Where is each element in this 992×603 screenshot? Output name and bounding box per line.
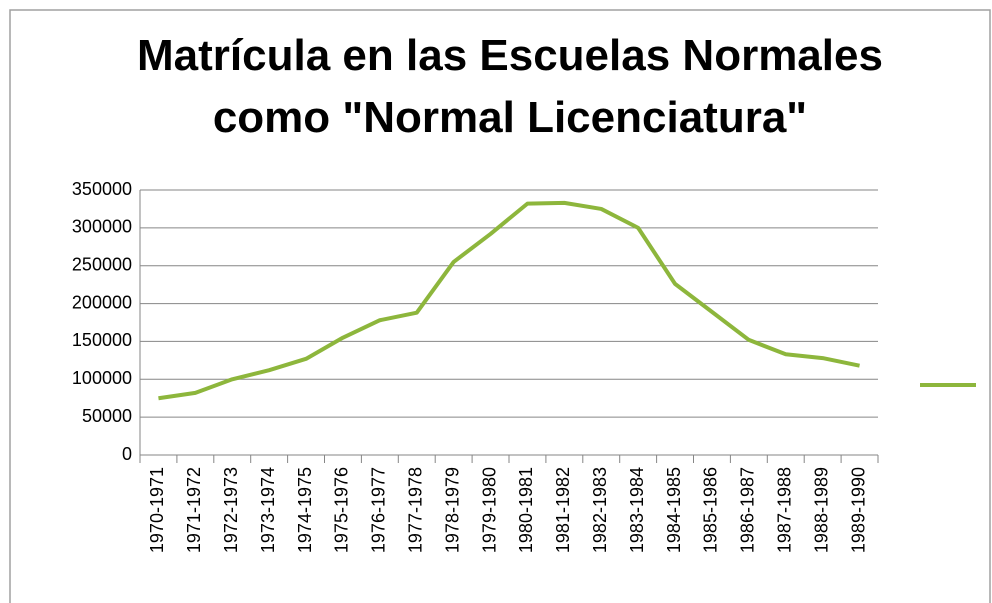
x-tick-label: 1982-1983 — [590, 467, 610, 553]
y-tick-label: 200000 — [72, 292, 132, 312]
y-tick-label: 250000 — [72, 254, 132, 274]
x-tick-label: 1972-1973 — [221, 467, 241, 553]
y-tick-label: 100000 — [72, 368, 132, 388]
x-tick-label: 1983-1984 — [627, 467, 647, 553]
chart-title: Matrícula en las Escuelas Normales — [137, 31, 883, 80]
y-tick-label: 0 — [122, 444, 132, 464]
chart-title: como "Normal Licenciatura" — [213, 93, 807, 142]
x-tick-label: 1973-1974 — [258, 467, 278, 553]
chart-frame — [9, 9, 991, 603]
x-tick-label: 1978-1979 — [442, 467, 462, 553]
x-tick-label: 1979-1980 — [479, 467, 499, 553]
line-series — [158, 200, 860, 401]
x-tick-label: 1974-1975 — [295, 467, 315, 553]
y-tick-label: 350000 — [72, 179, 132, 199]
x-tick-label: 1977-1978 — [406, 467, 426, 553]
x-tick-label: 1971-1972 — [184, 467, 204, 553]
x-tick-label: 1976-1977 — [369, 467, 389, 553]
y-tick-label: 50000 — [82, 406, 132, 426]
x-tick-label: 1970-1971 — [147, 467, 167, 553]
y-tick-label: 300000 — [72, 217, 132, 237]
x-tick-label: 1985-1986 — [701, 467, 721, 553]
x-tick-label: 1984-1985 — [664, 467, 684, 553]
x-tick-label: 1975-1976 — [332, 467, 352, 553]
x-tick-label: 1987-1988 — [775, 467, 795, 553]
x-tick-label: 1988-1989 — [811, 467, 831, 553]
x-tick-label: 1986-1987 — [738, 467, 758, 553]
y-tick-label: 150000 — [72, 330, 132, 350]
x-tick-label: 1980-1981 — [516, 467, 536, 553]
x-tick-label: 1989-1990 — [848, 467, 868, 553]
x-tick-label: 1981-1982 — [553, 467, 573, 553]
